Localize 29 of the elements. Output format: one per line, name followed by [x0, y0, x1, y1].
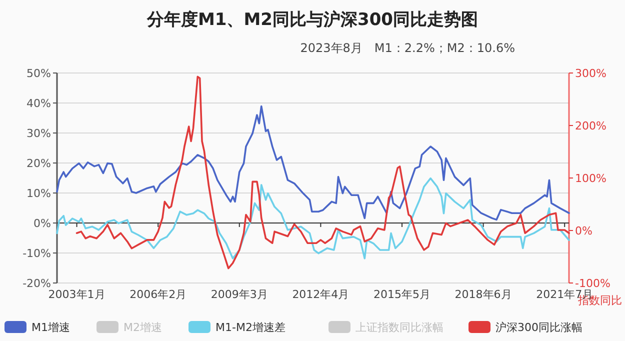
x-tick-label: 2003年1月: [48, 288, 106, 301]
y2-tick-label: 300%: [575, 67, 606, 80]
legend-label: M1-M2增速差: [216, 321, 286, 334]
legend-label: 上证指数同比涨幅: [356, 321, 444, 334]
legend-label: 沪深300同比涨幅: [496, 321, 582, 334]
y-tick-label: -20%: [22, 277, 51, 290]
y-tick-label: 40%: [26, 97, 51, 110]
x-tick-label: 2006年2月: [130, 288, 187, 301]
y-tick-label: 30%: [26, 127, 51, 140]
x-tick-label: 2018年6月: [454, 288, 512, 301]
chart-title: 分年度M1、M2同比与沪深300同比走势图: [146, 10, 478, 30]
y-tick-label: 50%: [26, 67, 51, 80]
x-tick-label: 2009年3月: [210, 288, 268, 301]
y-tick-label: -10%: [22, 247, 51, 260]
y-tick-label: 20%: [26, 157, 51, 170]
x-tick-label: 2015年5月: [373, 288, 430, 301]
y2-tick-label: -100%: [575, 277, 610, 290]
legend-label: M1增速: [32, 321, 70, 334]
y2-tick-label: 100%: [575, 172, 606, 185]
legend-label: M2增速: [124, 321, 162, 334]
y-tick-label: 0%: [34, 217, 51, 230]
line-series: [56, 105, 570, 221]
y2-tick-label: 200%: [575, 120, 606, 132]
y-tick-label: 10%: [26, 187, 51, 200]
x-tick-label: 2012年4月: [292, 288, 350, 301]
y2-tick-label: 0%: [575, 224, 592, 238]
text: 2023年8月 M1：2.2%；M2：10.6%: [300, 41, 515, 55]
line-series: [76, 76, 570, 270]
line-series: [56, 177, 570, 260]
